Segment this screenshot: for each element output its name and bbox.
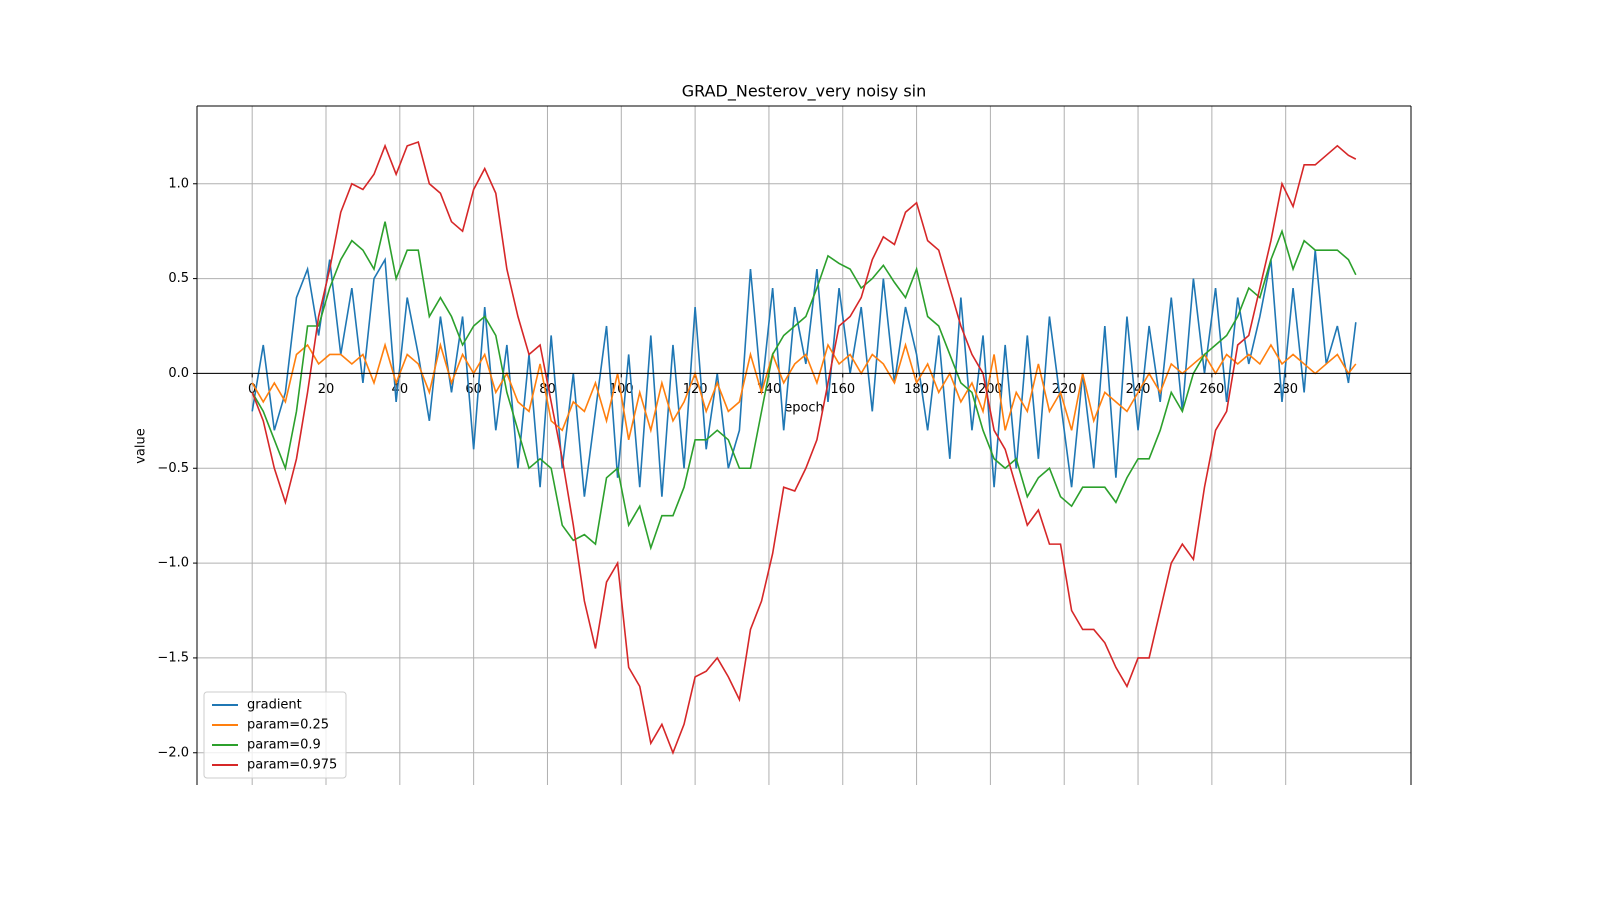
- y-tick-label: 1.0: [168, 176, 189, 191]
- x-tick-label: 20: [318, 382, 335, 397]
- y-tick-label: 0.0: [168, 366, 189, 381]
- y-tick-label: 0.5: [168, 271, 189, 286]
- x-tick-label: 280: [1273, 382, 1298, 397]
- y-tick-label: −1.5: [157, 650, 189, 665]
- legend-label: param=0.975: [247, 758, 337, 773]
- y-axis-label: value: [134, 428, 149, 464]
- x-tick-label: 0: [248, 382, 256, 397]
- line-series: [251, 221, 1357, 551]
- line-series: [251, 141, 1357, 755]
- x-tick-label: 240: [1126, 382, 1151, 397]
- x-tick-label: 200: [978, 382, 1003, 397]
- legend: gradient param=0.25 param=0.9 param=0.975: [203, 691, 347, 779]
- chart-title: GRAD_Nesterov_very noisy sin: [682, 82, 927, 102]
- x-tick-label: 220: [1052, 382, 1077, 397]
- line-series: [251, 250, 1357, 497]
- y-tick-label: −0.5: [157, 461, 189, 476]
- legend-label: param=0.25: [247, 718, 329, 733]
- legend-box: [203, 691, 347, 779]
- legend-label: param=0.9: [247, 738, 321, 753]
- line-series: [251, 341, 1357, 440]
- x-axis-label: epoch: [784, 401, 824, 416]
- x-tick-label: 260: [1199, 382, 1224, 397]
- legend-label: gradient: [247, 698, 302, 713]
- x-tick-label: 160: [830, 382, 855, 397]
- y-tick-label: −1.0: [157, 556, 189, 571]
- y-tick-label: −2.0: [157, 745, 189, 760]
